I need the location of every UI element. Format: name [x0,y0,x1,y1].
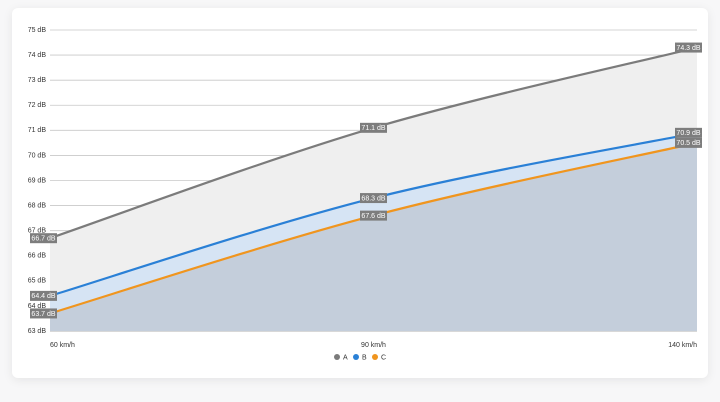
y-tick-label: 71 dB [28,127,47,134]
area [50,142,697,331]
value-label: 70.9 dB [676,130,700,137]
y-tick-label: 74 dB [28,52,47,59]
value-label: 68.3 dB [361,195,385,202]
value-label: 64.4 dB [31,293,55,300]
y-tick-label: 67 dB [28,228,47,235]
value-label-bg [675,42,702,53]
y-tick-label: 75 dB [28,27,47,34]
y-tick-label: 70 dB [28,152,47,159]
value-label-bg [360,210,387,221]
value-label-bg [675,127,702,138]
value-label-bg [30,290,57,301]
y-tick-label: 69 dB [28,177,47,184]
y-tick-label: 72 dB [28,102,47,109]
value-label: 63.7 dB [31,311,55,318]
legend-marker [372,354,378,360]
legend-marker [334,354,340,360]
value-label: 71.1 dB [361,125,385,132]
y-tick-label: 65 dB [28,278,47,285]
y-tick-label: 64 dB [28,303,47,310]
y-tick-label: 63 dB [28,328,47,335]
value-label: 74.3 dB [676,45,700,52]
x-tick-label: 140 km/h [668,342,697,349]
x-tick-label: 60 km/h [50,342,75,349]
value-label-bg [30,308,57,319]
value-label: 66.7 dB [31,236,55,243]
legend-label: A [343,354,348,361]
x-tick-label: 90 km/h [361,342,386,349]
y-tick-label: 73 dB [28,77,47,84]
value-label: 70.5 dB [676,140,700,147]
legend-marker [353,354,359,360]
value-label-bg [360,122,387,133]
value-label: 67.6 dB [361,213,385,220]
y-tick-label: 66 dB [28,253,47,260]
y-tick-label: 68 dB [28,202,47,209]
legend-label: B [362,354,367,361]
legend-label: C [381,354,386,361]
value-label-bg [30,233,57,244]
value-label-bg [360,193,387,204]
value-label-bg [675,137,702,148]
